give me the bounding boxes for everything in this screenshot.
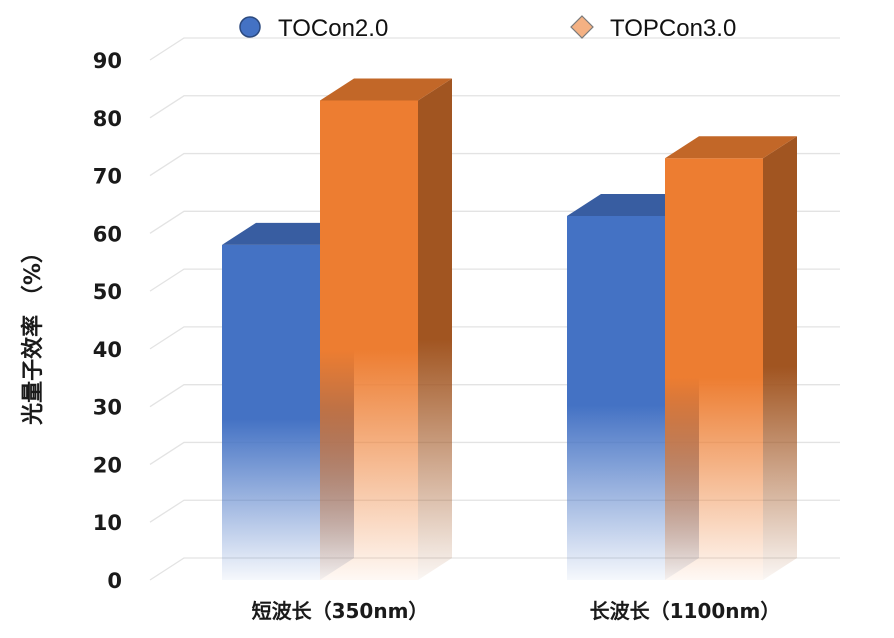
bar-topcon3-long [665, 136, 797, 580]
y-tick-label: 80 [93, 107, 122, 131]
y-tick-label: 0 [107, 569, 122, 593]
legend-item-tocon2: TOCon2.0 [239, 15, 388, 42]
gridline [149, 37, 840, 61]
gridline [149, 152, 840, 177]
y-tick-label: 20 [93, 453, 122, 477]
legend-diamond-marker [570, 15, 594, 39]
y-tick-label: 30 [93, 396, 122, 420]
legend-circle-marker [239, 16, 261, 38]
y-tick-label: 40 [93, 338, 122, 362]
legend: TOCon2.0 TOPCon3.0 [239, 15, 736, 42]
x-tick-label: 长波长（1100nm） [590, 599, 781, 623]
y-tick-label: 50 [93, 280, 122, 304]
y-tick-label: 10 [93, 511, 122, 535]
gridline [149, 95, 840, 119]
y-tick-label: 90 [93, 49, 122, 73]
y-axis-title: 光量子效率 （%） [20, 241, 46, 426]
x-axis: 短波长（350nm） 长波长（1100nm） [252, 599, 781, 623]
grid [149, 37, 840, 581]
x-tick-label: 短波长（350nm） [252, 599, 429, 623]
bars [222, 78, 797, 580]
y-tick-label: 70 [93, 165, 122, 189]
y-axis: 0 10 20 30 40 50 60 70 80 90 [93, 49, 122, 593]
y-tick-label: 60 [93, 222, 122, 246]
legend-label: TOPCon3.0 [610, 15, 736, 42]
legend-label: TOCon2.0 [278, 15, 388, 42]
legend-item-topcon3: TOPCon3.0 [570, 15, 736, 42]
bar-topcon3-short [320, 78, 452, 580]
